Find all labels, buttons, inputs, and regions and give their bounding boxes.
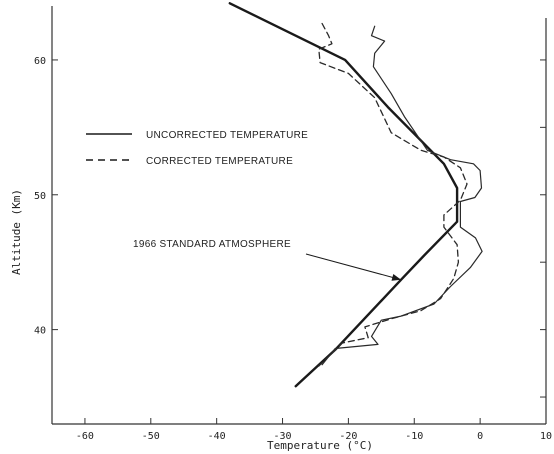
annotation-arrowhead bbox=[391, 273, 402, 281]
axes: -60 -50 -40 -30 -20 -10 0 10 40 50 60 bbox=[34, 6, 552, 442]
x-tick-label: -20 bbox=[339, 431, 357, 442]
series-line-standard-atmosphere bbox=[228, 2, 459, 388]
legend-label-uncorrected: UNCORRECTED TEMPERATURE bbox=[146, 130, 308, 141]
series-layer bbox=[228, 2, 483, 388]
standard-atmosphere-annotation: 1966 STANDARD ATMOSPHERE bbox=[133, 239, 402, 281]
x-tick-label: 10 bbox=[540, 431, 552, 442]
x-tick-label: 0 bbox=[477, 431, 483, 442]
legend-label-corrected: CORRECTED TEMPERATURE bbox=[146, 156, 293, 167]
x-tick-label: -10 bbox=[405, 431, 423, 442]
x-tick-label: -40 bbox=[208, 431, 226, 442]
series-line-corrected bbox=[318, 22, 468, 367]
x-tick-label: -60 bbox=[76, 431, 94, 442]
annotation-arrow bbox=[305, 253, 402, 281]
legend: UNCORRECTED TEMPERATURE CORRECTED TEMPER… bbox=[86, 130, 308, 167]
x-tick-label: -30 bbox=[274, 431, 292, 442]
series-line-uncorrected bbox=[321, 25, 483, 366]
x-tick-label: -50 bbox=[142, 431, 160, 442]
y-tick-label: 40 bbox=[34, 326, 46, 337]
y-tick-label: 50 bbox=[34, 191, 46, 202]
y-axis-title: Altitude (Km) bbox=[10, 189, 23, 275]
y-tick-label: 60 bbox=[34, 56, 46, 67]
annotation-label: 1966 STANDARD ATMOSPHERE bbox=[133, 239, 291, 250]
x-axis-title: Temperature (°C) bbox=[267, 439, 373, 452]
